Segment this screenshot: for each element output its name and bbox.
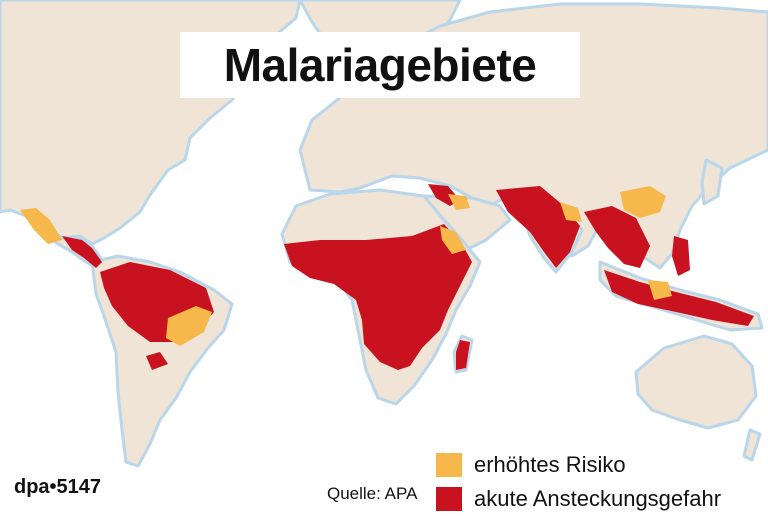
risk-area-brazil	[166, 306, 212, 346]
risk-area-china	[620, 186, 666, 218]
acute-area-paraguay	[146, 352, 168, 370]
acute-area-southeast-asia	[584, 206, 650, 268]
risk-area-south-asia	[560, 202, 582, 222]
acute-area-south-asia	[496, 186, 580, 268]
acute-area-philippines	[672, 236, 690, 276]
title-box: Malariagebiete	[180, 32, 580, 98]
legend-item-acute-risk: akute Ansteckungsgefahr	[436, 482, 721, 516]
source-note: Quelle: APA	[327, 484, 418, 503]
acute-area-indonesia	[604, 270, 754, 326]
agency-credit: dpa•5147	[14, 476, 102, 498]
risk-area-arabia	[440, 226, 466, 254]
risk-area-iran	[448, 194, 470, 210]
legend-label-acute-risk: akute Ansteckungsgefahr	[474, 486, 722, 511]
legend-swatch-elevated-risk	[436, 453, 462, 477]
legend-swatch-acute-risk	[436, 487, 462, 511]
landmass-new-zealand	[742, 428, 762, 462]
legend-label-elevated-risk: erhöhtes Risiko	[474, 452, 626, 477]
legend-item-elevated-risk: erhöhtes Risiko	[436, 448, 721, 482]
acute-area-africa	[284, 224, 472, 370]
risk-area-mexico	[20, 208, 62, 244]
acute-area-central-america	[62, 236, 102, 268]
elevated-risk-areas	[20, 186, 672, 346]
acute-area-madagascar	[456, 340, 470, 370]
map-title: Malariagebiete	[223, 39, 537, 91]
acute-risk-areas	[62, 184, 754, 370]
landmass-japan	[700, 158, 724, 206]
landmass-australia	[634, 334, 758, 430]
risk-area-borneo	[648, 280, 672, 300]
legend: erhöhtes Risiko akute Ansteckungsgefahr	[436, 448, 721, 516]
